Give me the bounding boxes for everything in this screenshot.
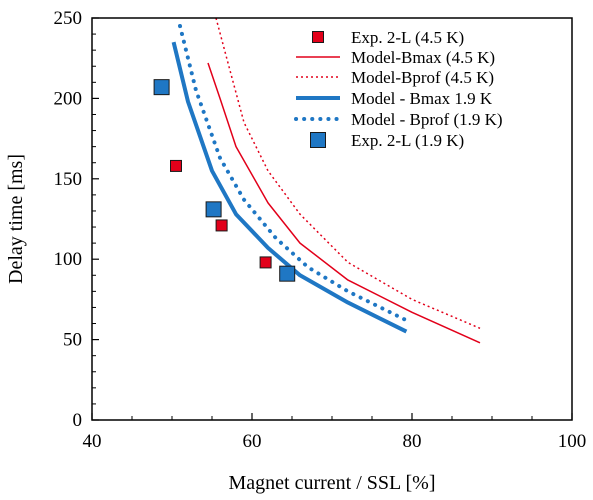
plot-frame (92, 18, 572, 420)
series-0-marker (260, 257, 271, 268)
series-5-marker (280, 266, 295, 281)
legend-swatch-5 (311, 133, 326, 148)
x-axis-title: Magnet current / SSL [%] (229, 472, 436, 494)
y-tick-label: 250 (54, 8, 83, 29)
legend-label-3: Model - Bmax 1.9 K (351, 89, 493, 108)
y-tick-label: 150 (54, 169, 83, 190)
series-0-marker (171, 160, 182, 171)
axis-ticks (92, 18, 572, 420)
legend: Exp. 2-L (4.5 K)Model-Bmax (4.5 K)Model-… (296, 28, 503, 150)
y-tick-label: 200 (54, 88, 83, 109)
y-tick-label: 100 (54, 249, 83, 270)
legend-label-4: Model - Bprof (1.9 K) (351, 110, 503, 129)
y-tick-label: 50 (63, 330, 82, 351)
legend-label-1: Model-Bmax (4.5 K) (351, 48, 495, 67)
series-5-marker (206, 202, 221, 217)
legend-label-0: Exp. 2-L (4.5 K) (351, 28, 464, 47)
legend-label-2: Model-Bprof (4.5 K) (351, 68, 494, 87)
x-tick-label: 100 (558, 431, 587, 452)
series-5-marker (154, 80, 169, 95)
x-tick-label: 80 (403, 431, 422, 452)
series-0-marker (216, 220, 227, 231)
legend-label-5: Exp. 2-L (1.9 K) (351, 131, 464, 150)
x-tick-label: 60 (243, 431, 262, 452)
y-axis-title: Delay time [ms] (5, 154, 27, 284)
x-tick-label: 40 (83, 431, 102, 452)
tick-labels: 0 50 100 150 200 250 40 60 80 100 (54, 8, 587, 452)
y-tick-label: 0 (73, 410, 83, 431)
legend-swatch-0 (313, 32, 324, 43)
